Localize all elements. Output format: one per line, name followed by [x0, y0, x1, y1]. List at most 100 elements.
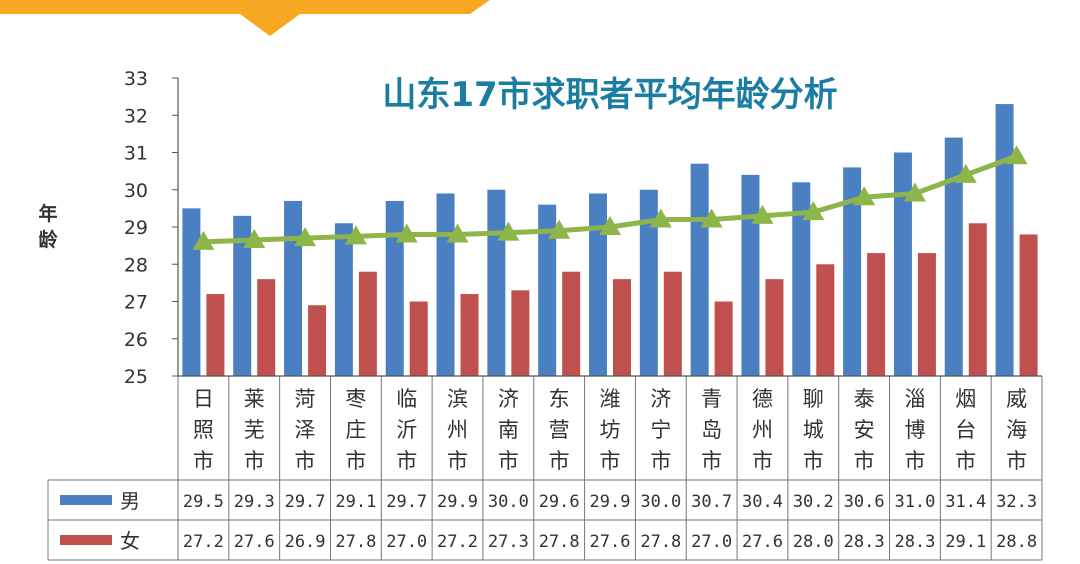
category-label-char: 市	[498, 449, 519, 473]
table-cell-female: 27.6	[590, 532, 631, 552]
category-label-char: 岛	[701, 418, 722, 442]
trend-point	[395, 223, 418, 243]
bar-female	[1019, 234, 1038, 376]
bar-male	[284, 200, 303, 376]
table-cell-male: 30.0	[640, 492, 681, 512]
category-label-char: 州	[447, 418, 468, 442]
category-label: 烟台市	[955, 387, 976, 473]
category-label-char: 市	[600, 449, 621, 473]
category-label: 威海市	[1006, 387, 1027, 473]
y-tick-label: 29	[124, 217, 148, 239]
category-label: 临沂市	[396, 387, 417, 473]
table-cell-female: 28.3	[844, 532, 885, 552]
category-label-char: 泰	[854, 387, 875, 411]
category-label-char: 莱	[244, 387, 265, 411]
table-cell-female: 27.8	[640, 532, 681, 552]
category-label-char: 营	[549, 418, 570, 442]
table-cell-female: 27.6	[234, 532, 275, 552]
y-tick-label: 30	[124, 180, 148, 202]
bar-male	[487, 189, 506, 376]
trend-point	[243, 229, 266, 249]
table-cell-male: 31.0	[894, 492, 935, 512]
y-tick-label: 25	[124, 366, 148, 388]
table-cell-female: 28.3	[894, 532, 935, 552]
y-axis-label-char: 龄	[38, 228, 58, 251]
trend-point	[497, 221, 520, 241]
category-label-char: 州	[752, 418, 773, 442]
category-label: 青岛市	[701, 387, 722, 473]
bar-female	[308, 305, 327, 376]
table-cell-female: 27.6	[742, 532, 783, 552]
category-label-char: 南	[498, 418, 519, 442]
category-label-char: 城	[803, 418, 824, 442]
category-label-char: 聊	[803, 387, 824, 411]
bar-male	[233, 215, 252, 376]
trend-point	[1005, 145, 1028, 165]
category-label-char: 市	[650, 449, 671, 473]
bar-female	[765, 279, 784, 376]
trend-point	[649, 208, 672, 228]
category-label-char: 市	[396, 449, 417, 473]
category-label-char: 市	[904, 449, 925, 473]
y-tick-label: 28	[124, 254, 148, 276]
data-table: 男 29.5 29.3 29.7 29.1 29.7 29.9 30.0 29.6 29.9 30.…	[47, 375, 1043, 561]
category-label-char: 市	[345, 449, 366, 473]
y-tick-label: 32	[124, 105, 148, 127]
bar-female	[358, 271, 377, 376]
category-label-char: 博	[904, 418, 925, 442]
bar-male	[893, 152, 912, 376]
category-label-char: 淄	[904, 387, 925, 411]
category-label-char: 台	[955, 418, 976, 442]
bar-male	[385, 200, 404, 376]
bar-male	[741, 174, 760, 376]
category-label-char: 市	[955, 449, 976, 473]
category-label-char: 烟	[955, 387, 976, 411]
category-label-char: 芜	[244, 418, 265, 442]
table-cell-male: 30.7	[691, 492, 732, 512]
table-cell-female: 28.0	[793, 532, 834, 552]
bar-male	[538, 204, 557, 376]
trend-point	[446, 223, 469, 243]
y-tick-label: 26	[124, 329, 148, 351]
category-label-char: 市	[549, 449, 570, 473]
category-label-char: 照	[193, 418, 214, 442]
table-cell-male: 30.2	[793, 492, 834, 512]
bar-female	[257, 279, 276, 376]
trend-point	[751, 204, 774, 224]
category-label-char: 海	[1006, 418, 1027, 442]
category-label: 滨州市	[447, 387, 468, 473]
category-label-char: 市	[447, 449, 468, 473]
category-label-char: 市	[803, 449, 824, 473]
category-label: 莱芜市	[244, 387, 265, 473]
table-cell-female: 27.0	[691, 532, 732, 552]
table-cell-male: 29.9	[590, 492, 631, 512]
table-cell-male: 29.1	[335, 492, 376, 512]
chart-title: 山东17市求职者平均年龄分析	[382, 75, 837, 115]
category-label-char: 市	[295, 449, 316, 473]
trend-point	[954, 163, 977, 183]
legend-label: 女	[120, 529, 140, 553]
category-label-char: 威	[1006, 387, 1027, 411]
category-label-char: 滨	[447, 387, 468, 411]
table-cell-male: 29.7	[386, 492, 427, 512]
plot-area	[182, 104, 1038, 376]
trend-point	[192, 230, 215, 250]
category-label: 东营市	[549, 387, 570, 473]
bar-male	[944, 137, 963, 376]
table-cell-male: 30.6	[844, 492, 885, 512]
bar-male	[436, 193, 455, 376]
category-label-char: 日	[193, 387, 214, 411]
category-label: 济南市	[498, 387, 519, 473]
y-axis-ticks: 25 26 27 28 29 30 31 32 33	[124, 68, 179, 388]
bar-male	[843, 167, 862, 376]
bar-female	[968, 223, 987, 376]
category-label-char: 沂	[396, 418, 417, 442]
bar-female	[511, 290, 530, 376]
legend-swatch	[60, 495, 112, 505]
bar-female	[917, 253, 936, 376]
bar-female	[867, 253, 886, 376]
trend-point	[700, 208, 723, 228]
y-axis-label: 年龄	[38, 202, 58, 251]
y-tick-label: 27	[124, 292, 148, 314]
